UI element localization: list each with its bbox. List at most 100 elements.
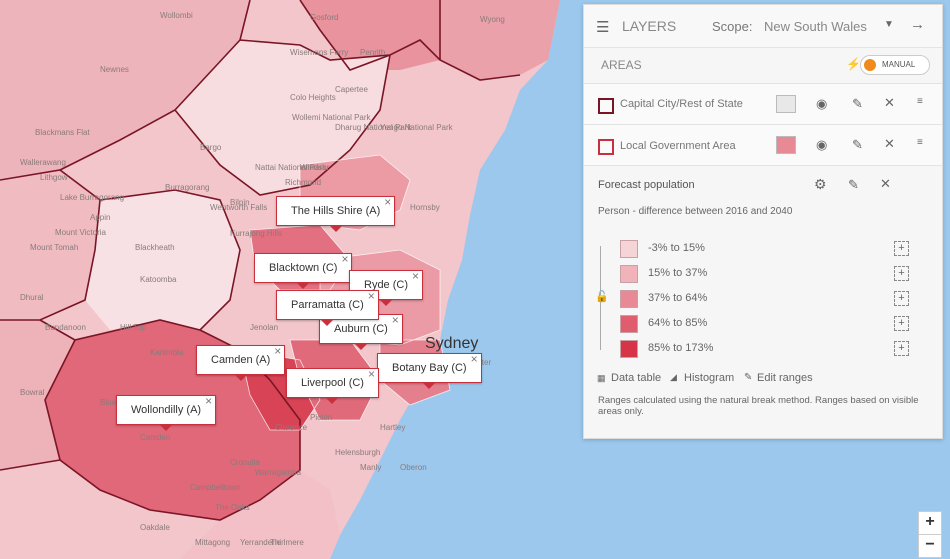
eye-icon[interactable]: ◉ — [816, 137, 828, 152]
marker-pin — [353, 343, 368, 350]
place-label: Bowral — [20, 388, 45, 397]
place-label: Gosford — [310, 13, 338, 22]
callout-blacktown[interactable]: Blacktown (C) × — [254, 252, 353, 289]
layer-style-icon[interactable] — [776, 95, 796, 113]
data-table-link[interactable]: Data table — [611, 372, 662, 384]
place-label: Colo Heights — [290, 93, 336, 102]
place-label: Wentworth Falls — [210, 203, 267, 212]
remove-icon[interactable]: ✕ — [884, 136, 895, 151]
edit-ranges-link[interactable]: Edit ranges — [757, 372, 813, 384]
close-icon[interactable]: × — [341, 252, 349, 266]
close-icon[interactable]: × — [274, 344, 282, 358]
callout-label: The Hills Shire (A) — [291, 205, 381, 217]
region-hawkesbury — [175, 40, 390, 195]
close-icon[interactable]: × — [367, 289, 375, 303]
place-label: Hill Top — [120, 323, 147, 332]
region-blue-mountains — [85, 190, 240, 330]
place-label: Yengo National Park — [380, 123, 454, 132]
place-label: Blackheath — [135, 243, 175, 252]
place-label: Kanimbla — [150, 348, 184, 357]
add-range-icon[interactable]: + — [894, 316, 909, 331]
layer-name: Capital City/Rest of State — [620, 98, 743, 110]
region-lithgow — [0, 170, 100, 320]
close-icon[interactable]: × — [205, 394, 213, 408]
eye-icon[interactable]: ◉ — [816, 96, 828, 111]
place-label: Helensburgh — [335, 448, 380, 457]
zoom-in-button[interactable]: + — [918, 511, 942, 535]
legend-swatch — [620, 315, 638, 333]
callout-parramatta[interactable]: Parramatta (C) × — [276, 289, 379, 326]
close-icon[interactable]: × — [470, 352, 478, 366]
areas-title: AREAS — [601, 58, 642, 72]
collapse-arrow-icon[interactable]: → — [910, 16, 925, 33]
legend-range: 15% to 37% — [648, 267, 708, 279]
place-label: Picton — [310, 413, 332, 422]
close-icon[interactable]: × — [384, 195, 392, 209]
layer-swatch — [598, 98, 614, 114]
place-label: Thirlmere — [270, 538, 304, 547]
close-icon[interactable]: × — [412, 269, 420, 283]
close-icon[interactable]: × — [367, 367, 375, 381]
table-icon: ▦ — [597, 373, 606, 383]
place-label: Oberon — [400, 463, 427, 472]
remove-icon[interactable]: ✕ — [880, 176, 891, 191]
ranges-note: Ranges calculated using the natural brea… — [598, 395, 919, 417]
areas-header: AREAS ⚡ MANUAL — [584, 48, 942, 84]
legend-range: 37% to 64% — [648, 292, 708, 304]
settings-icon[interactable]: ⚙ — [814, 176, 827, 192]
place-label: Lake Burragorang — [60, 193, 124, 202]
lock-icon[interactable]: 🔓 — [595, 291, 609, 303]
zoom-out-button[interactable]: − — [918, 534, 942, 558]
indicator-title: Forecast population — [598, 179, 695, 191]
layer-row-capital-city[interactable]: Capital City/Rest of State ◉ ✎ ✕ ≡ — [584, 84, 942, 125]
callout-label: Blacktown (C) — [269, 262, 338, 274]
region-wingecarribee — [180, 470, 340, 559]
pencil-icon[interactable]: ✎ — [852, 96, 863, 111]
layers-panel: ☰ LAYERS Scope: New South Wales ▼ → AREA… — [583, 4, 943, 439]
layer-style-icon[interactable] — [776, 136, 796, 154]
add-range-icon[interactable]: + — [894, 341, 909, 356]
add-range-icon[interactable]: + — [894, 266, 909, 281]
layer-row-lga[interactable]: Local Government Area ◉ ✎ ✕ ≡ — [584, 125, 942, 166]
layers-icon: ☰ — [596, 19, 610, 36]
remove-icon[interactable]: ✕ — [884, 95, 895, 110]
place-label: Camden — [140, 433, 170, 442]
place-label: Cronulla — [230, 458, 260, 467]
marker-pin — [379, 299, 393, 306]
histogram-link[interactable]: Histogram — [684, 372, 735, 384]
place-label: Wyong — [480, 15, 505, 24]
mode-toggle[interactable]: MANUAL — [860, 55, 930, 75]
place-label: Dharug National Park — [335, 123, 412, 132]
callout-wollondilly[interactable]: Wollondilly (A) × — [116, 394, 217, 431]
add-range-icon[interactable]: + — [894, 241, 909, 256]
callout-the-hills-shire[interactable]: The Hills Shire (A) × — [276, 195, 396, 232]
marker-pin — [320, 319, 335, 326]
chevron-down-icon[interactable]: ▼ — [884, 19, 894, 30]
scope-select[interactable]: New South Wales — [764, 19, 867, 34]
callout-label: Camden (A) — [211, 354, 271, 366]
pencil-icon[interactable]: ✎ — [852, 137, 863, 152]
region-oberon — [0, 320, 75, 470]
place-label: Wollemi National Park — [292, 113, 372, 122]
place-label: Oakdale — [140, 523, 170, 532]
scope-label: Scope: — [712, 19, 753, 34]
legend-range: 85% to 173% — [648, 342, 714, 354]
place-label: Kurrajong Hills — [230, 229, 282, 238]
callout-camden[interactable]: Camden (A) × — [196, 344, 286, 381]
callout-label: Wollondilly (A) — [131, 404, 202, 416]
place-label: Mittagong — [195, 538, 230, 547]
legend-range: -3% to 15% — [648, 242, 705, 254]
callout-botany-bay[interactable]: Botany Bay (C) × — [377, 352, 482, 389]
pencil-icon[interactable]: ✎ — [848, 177, 859, 192]
panel-title: LAYERS — [622, 18, 677, 34]
legend-range: 64% to 85% — [648, 317, 708, 329]
place-label: Mount Victoria — [55, 228, 107, 237]
add-range-icon[interactable]: + — [894, 291, 909, 306]
menu-icon[interactable]: ≡ — [917, 96, 923, 107]
callout-liverpool[interactable]: Liverpool (C) × — [286, 367, 379, 404]
callout-label: Ryde (C) — [364, 279, 409, 291]
close-icon[interactable]: × — [391, 313, 399, 327]
place-label: Wisemans Ferry — [290, 48, 348, 57]
menu-icon[interactable]: ≡ — [917, 137, 923, 148]
place-label: Dhural — [20, 293, 44, 302]
